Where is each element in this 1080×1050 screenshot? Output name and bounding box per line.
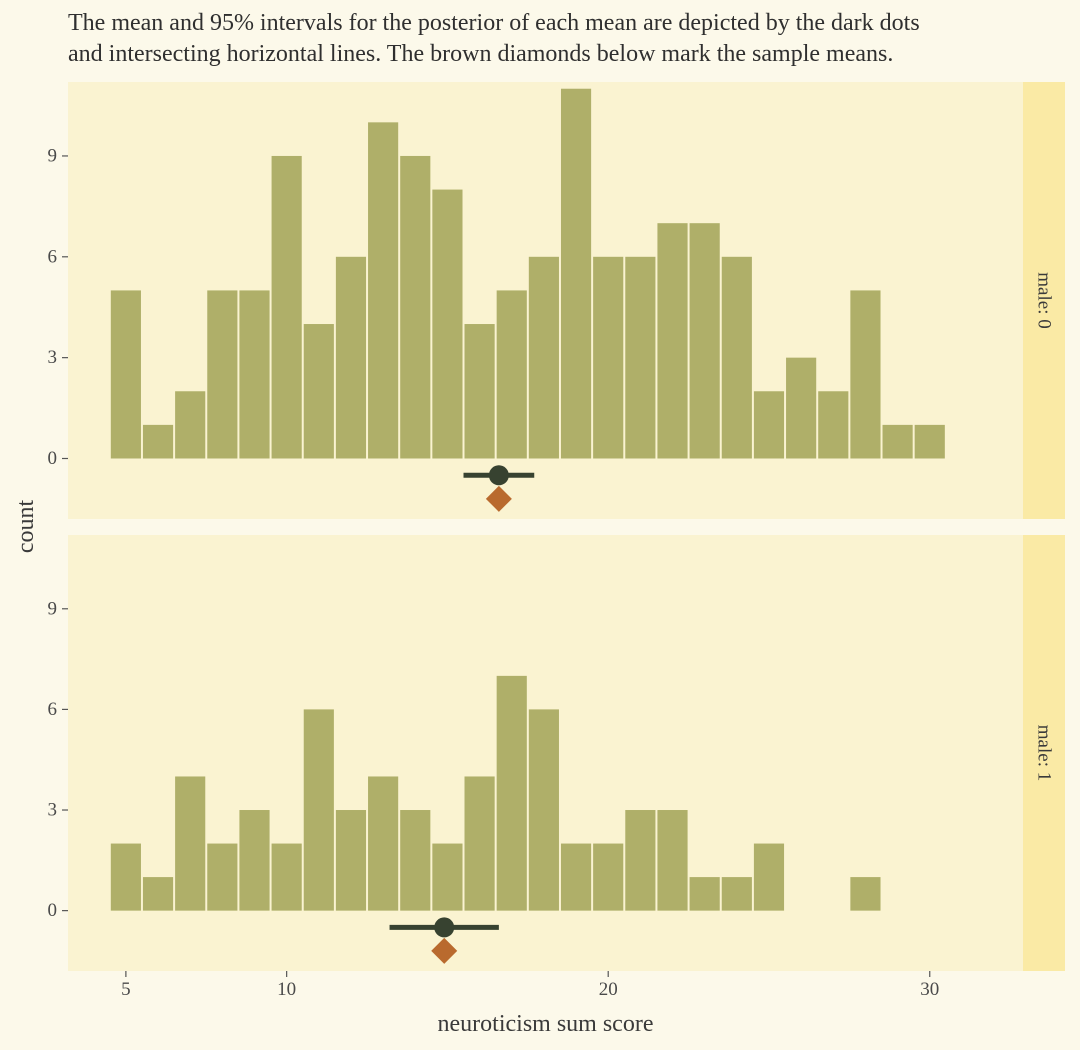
histogram-bar: [464, 776, 495, 911]
x-tick-label: 10: [277, 979, 296, 1000]
histogram-bar: [335, 810, 367, 911]
histogram-bar: [142, 877, 174, 911]
histogram-bar: [689, 223, 720, 459]
y-tick-label: 3: [48, 347, 58, 368]
histogram-bar: [625, 256, 656, 459]
y-tick-label: 0: [48, 448, 58, 469]
histogram-bar: [110, 290, 141, 459]
histogram-bar: [271, 843, 302, 911]
y-axis-title: count: [13, 500, 39, 554]
histogram-bar: [432, 189, 463, 459]
sample-mean-diamond: [431, 937, 458, 964]
histogram-bar: [625, 810, 656, 911]
posterior-mean-dot: [488, 465, 509, 486]
histogram-bar: [786, 357, 817, 459]
histogram-bar: [368, 122, 399, 459]
facet-strip-1: [1023, 82, 1065, 519]
facet-strip-2: [1023, 535, 1065, 971]
y-tick-label: 9: [48, 145, 58, 166]
histogram-bar: [400, 155, 431, 459]
sample-mean-diamond: [485, 485, 512, 512]
histogram-bar: [175, 776, 206, 911]
histogram-bar: [657, 810, 688, 911]
histogram-bar: [207, 290, 238, 459]
histogram-bar: [657, 223, 688, 459]
histogram-bar: [528, 256, 559, 459]
y-tick-label: 9: [48, 598, 58, 619]
histogram-bar: [303, 324, 334, 459]
histogram-bar: [432, 843, 463, 911]
histogram-bar: [753, 843, 785, 911]
histogram-bar: [239, 290, 270, 459]
posterior-mean-dot: [434, 917, 455, 938]
x-tick-label: 5: [121, 979, 131, 1000]
facet-strip-label: male: 0: [1034, 272, 1055, 328]
x-tick-label: 20: [599, 979, 618, 1000]
y-tick-label: 3: [48, 800, 58, 821]
histogram-bar: [721, 256, 752, 459]
x-tick-label: 30: [920, 979, 939, 1000]
histogram-bar: [496, 290, 527, 459]
histogram-bar: [271, 155, 302, 459]
histogram-bar: [335, 256, 367, 459]
histogram-bar: [303, 709, 334, 911]
y-tick-label: 0: [48, 900, 58, 921]
histogram-bar: [560, 843, 592, 911]
histogram-bar: [207, 843, 238, 911]
y-tick-label: 6: [48, 246, 58, 267]
histogram-bar: [689, 877, 720, 911]
histogram-bar: [721, 877, 752, 911]
histogram-bar: [593, 256, 624, 459]
histogram-bar: [593, 843, 624, 911]
histogram-bar: [850, 290, 881, 459]
histogram-bar: [528, 709, 559, 911]
histogram-bar: [110, 843, 141, 911]
y-tick-label: 6: [48, 699, 58, 720]
histogram-bar: [368, 776, 399, 911]
x-axis-title: neuroticism sum score: [438, 1011, 654, 1037]
histogram-bar: [914, 424, 945, 459]
histogram-bar: [400, 810, 431, 911]
histogram-bar: [142, 424, 174, 459]
histogram-bar: [560, 88, 592, 459]
histogram-bar: [496, 675, 527, 911]
histogram-bar: [175, 391, 206, 459]
chart-title: The mean and 95% intervals for the poste…: [68, 10, 920, 67]
histogram-bar: [850, 877, 881, 911]
histogram-bar: [464, 324, 495, 459]
histogram-bar: [818, 391, 849, 459]
histogram-bar: [753, 391, 785, 459]
histogram-bar: [882, 424, 913, 459]
histogram-bar: [239, 810, 270, 911]
facet-strip-label: male: 1: [1034, 725, 1055, 781]
